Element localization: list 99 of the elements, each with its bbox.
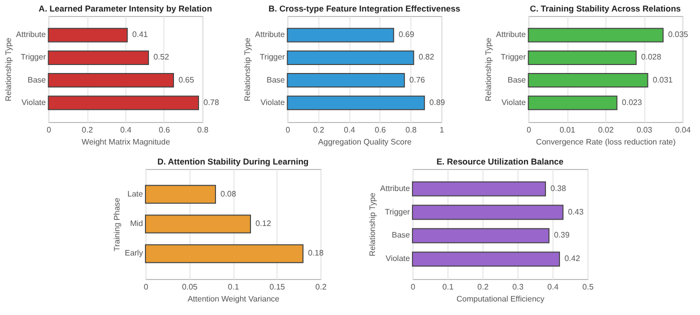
x-tick-label: 0.1 [442,282,454,292]
x-tick-label: 0 [286,126,291,134]
data-label: 0.76 [409,75,426,84]
x-tick-label: 0 [410,282,416,292]
y-tick-label: Violate [502,98,526,107]
x-tick-label: 0 [526,126,532,134]
x-axis-title: Attention Weight Variance [188,294,280,304]
data-label: 0.08 [220,189,237,198]
data-label: 0.52 [153,52,170,62]
y-tick-label: Attribute [16,30,46,40]
bar [144,184,216,204]
y-tick-label: Attribute [255,30,286,40]
data-label: 0.028 [641,52,662,62]
x-tick-label: 0.2 [477,282,490,292]
x-tick-label: 0.5 [582,282,594,292]
y-axis-title: Relationship Type [484,37,494,102]
y-tick-label: Violate [260,98,286,107]
y-tick-label: Base [392,230,411,240]
bar [144,214,251,234]
y-tick-label: Trigger [260,52,286,62]
x-tick-label: 0.4 [120,126,132,134]
x-tick-label: 0.3 [512,282,524,292]
data-label: 0.43 [568,207,584,216]
y-axis-title: Training Phase [112,197,122,252]
x-tick-label: 0.15 [269,282,286,292]
data-label: 0.39 [554,230,570,240]
data-label: 0.38 [550,184,567,193]
bar [412,204,564,220]
bar [286,73,405,88]
data-label: 0.031 [652,75,674,84]
y-tick-label: Base [28,75,46,84]
y-tick-label: Trigger [20,52,46,62]
x-tick-label: 0 [144,282,149,292]
x-tick-label: 0.6 [374,126,386,134]
y-tick-label: Late [127,189,144,198]
x-tick-label: 0.4 [344,126,356,134]
y-tick-label: Trigger [500,52,526,62]
data-label: 0.023 [622,98,642,107]
y-tick-label: Attribute [380,184,411,193]
x-tick-label: 0.8 [197,126,209,134]
data-label: 0.12 [255,219,272,228]
chart-title: A. Learned Parameter Intensity by Relation [38,4,212,14]
y-tick-label: Base [508,75,526,84]
x-axis-title: Weight Matrix Magnitude [82,138,171,146]
x-tick-label: 1 [440,126,445,134]
bar [144,244,304,264]
bar [412,252,560,267]
y-tick-label: Attribute [496,30,526,40]
bar [48,28,128,42]
x-tick-label: 0.03 [636,126,653,134]
x-tick-label: 0.2 [313,126,325,134]
y-tick-label: Mid [130,219,143,228]
bar [528,96,618,110]
bar [412,228,550,244]
chart-title: D. Attention Stability During Learning [157,156,309,166]
x-tick-label: 0.05 [182,282,198,292]
chart-title: B. Cross-type Feature Integration Effectiveness [268,4,461,14]
chart-title: E. Resource Utilization Balance [436,156,564,166]
data-label: 0.18 [308,248,324,258]
x-tick-label: 0.2 [82,126,94,134]
x-axis-title: Convergence Rate (loss reduction rate) [536,138,676,146]
data-label: 0.69 [398,30,415,40]
bar [528,28,664,42]
y-axis-title: Relationship Type [4,37,14,102]
bar [528,73,648,88]
data-label: 0.42 [564,254,581,264]
data-label: 0.035 [668,30,689,40]
x-tick-label: 0.04 [675,126,692,134]
y-tick-label: Base [266,75,286,84]
bar [48,73,174,88]
y-axis-title: Relationship Type [368,192,378,256]
bar [286,96,425,110]
y-tick-label: Early [124,248,143,258]
x-tick-label: 0.02 [598,126,614,134]
y-axis-title: Relationship Type [243,37,252,102]
data-label: 0.41 [132,30,148,40]
x-axis-title: Aggregation Quality Score [318,138,412,146]
data-label: 0.65 [178,75,195,84]
y-tick-label: Violate [22,98,46,107]
bar [528,50,637,65]
data-label: 0.82 [418,52,435,62]
x-axis-title: Computational Efficiency [456,294,544,304]
y-tick-label: Trigger [384,207,410,216]
bar [412,181,546,196]
x-tick-label: 0.4 [547,282,560,292]
x-tick-label: 0.8 [405,126,418,134]
data-label: 0.89 [429,98,446,107]
y-tick-label: Violate [386,254,411,264]
data-label: 0.78 [204,98,220,107]
bar [286,50,414,65]
x-tick-label: 0 [46,126,52,134]
x-tick-label: 0.01 [560,126,576,134]
chart-title: C. Training Stability Across Relations [530,4,682,14]
x-tick-label: 0.6 [158,126,170,134]
bar [48,50,149,65]
x-tick-label: 0.2 [315,282,328,292]
bar [286,28,394,42]
bar [48,96,200,110]
x-tick-label: 0.1 [228,282,240,292]
